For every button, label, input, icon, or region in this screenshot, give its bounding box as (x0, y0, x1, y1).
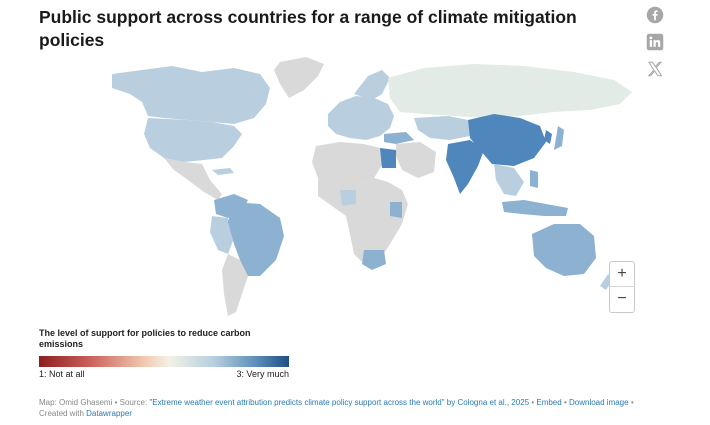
region-japan[interactable] (554, 126, 564, 150)
region-korea[interactable] (544, 130, 552, 144)
download-image-link[interactable]: Download image (568, 398, 629, 407)
region-philippines[interactable] (530, 170, 538, 188)
region-argentina[interactable] (222, 254, 248, 316)
region-north-africa[interactable] (312, 142, 384, 186)
world-map[interactable] (84, 54, 644, 322)
region-egypt[interactable] (380, 148, 396, 168)
legend-color-bar (39, 356, 289, 367)
region-southeast-asia[interactable] (494, 164, 524, 196)
source-link[interactable]: "Extreme weather event attribution predi… (149, 398, 530, 407)
region-canada[interactable] (112, 66, 270, 124)
color-legend: The level of support for policies to red… (39, 328, 294, 379)
source-prefix: Source: (119, 398, 148, 407)
region-india[interactable] (446, 140, 484, 194)
map-credit: Map: Omid Ghasemi (39, 398, 113, 407)
linkedin-icon[interactable] (646, 33, 664, 51)
world-map-svg (112, 57, 632, 316)
region-greenland[interactable] (274, 57, 324, 98)
region-central-asia[interactable] (414, 116, 470, 140)
region-south-africa[interactable] (362, 250, 386, 270)
region-caribbean[interactable] (212, 168, 234, 175)
region-brazil[interactable] (228, 202, 284, 276)
region-kenya[interactable] (390, 202, 402, 218)
region-australia[interactable] (532, 224, 596, 276)
created-with-text: Created with (39, 409, 84, 418)
region-sub-saharan-africa[interactable] (318, 178, 408, 266)
legend-title: The level of support for policies to red… (39, 328, 251, 349)
region-peru[interactable] (210, 216, 234, 254)
region-nigeria[interactable] (340, 190, 356, 206)
facebook-icon[interactable] (646, 6, 664, 24)
region-europe[interactable] (328, 96, 394, 140)
zoom-out-button[interactable]: − (617, 290, 627, 307)
region-china[interactable] (468, 114, 546, 166)
page-title: Public support across countries for a ra… (39, 7, 577, 50)
legend-min-label: 1: Not at all (39, 369, 85, 379)
region-indonesia[interactable] (502, 200, 568, 216)
region-mexico[interactable] (164, 158, 222, 200)
zoom-divider (610, 286, 634, 287)
region-middle-east[interactable] (396, 142, 436, 178)
region-russia[interactable] (388, 64, 632, 118)
region-turkey[interactable] (384, 132, 414, 144)
x-icon[interactable] (646, 60, 664, 78)
legend-max-label: 3: Very much (236, 369, 289, 379)
embed-link[interactable]: Embed (536, 398, 562, 407)
footer-credits: Map: Omid Ghasemi • Source: "Extreme wea… (39, 398, 634, 418)
zoom-controls: + − (609, 261, 635, 313)
datawrapper-link[interactable]: Datawrapper (86, 409, 132, 418)
zoom-in-button[interactable]: + (617, 265, 627, 282)
region-usa[interactable] (144, 118, 242, 162)
region-scandinavia[interactable] (354, 70, 390, 100)
share-bar (646, 6, 668, 87)
